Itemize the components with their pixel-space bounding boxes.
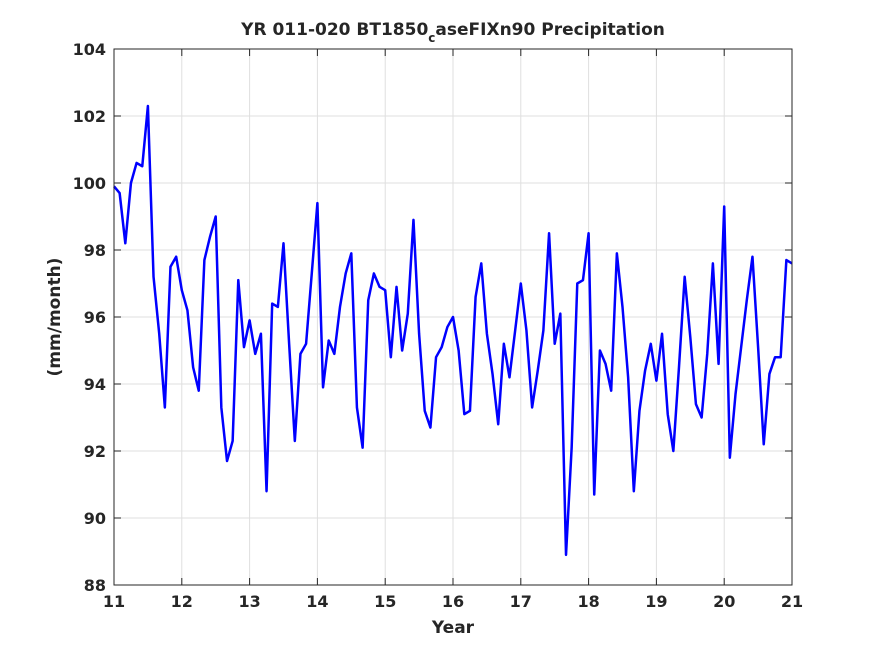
x-tick-label: 18: [577, 592, 599, 611]
chart-title-subscript: c: [428, 31, 435, 45]
ticks: [113, 48, 793, 586]
chart-title: YR 011-020 BT1850caseFIXn90 Precipitatio…: [240, 20, 665, 45]
y-tick-label: 98: [84, 241, 106, 260]
y-tick-label: 88: [84, 576, 106, 595]
x-tick-label: 15: [374, 592, 396, 611]
y-tick-label: 92: [84, 442, 106, 461]
x-tick-label: 14: [306, 592, 328, 611]
x-tick-label: 16: [442, 592, 464, 611]
series-layer: [113, 104, 793, 557]
y-tick-label: 96: [84, 308, 106, 327]
y-tick-label: 94: [84, 375, 106, 394]
y-axis-label: (mm/month): [45, 258, 65, 377]
y-tick-label: 102: [73, 107, 106, 126]
tick-labels: 11 12 13 14 15 16 17 18 19 20 21 88 90 92 94 96 98 100 102…: [73, 40, 804, 611]
y-tick-label: 100: [73, 174, 106, 193]
x-tick-label: 19: [645, 592, 667, 611]
x-tick-label: 20: [713, 592, 735, 611]
x-tick-label: 13: [238, 592, 260, 611]
precipitation-series-line: [113, 104, 793, 557]
x-tick-label: 17: [510, 592, 532, 611]
chart-title-prefix: YR 011-020 BT1850: [240, 20, 428, 40]
y-tick-label: 90: [84, 509, 106, 528]
chart-title-suffix: aseFIXn90 Precipitation: [435, 20, 664, 40]
x-tick-label: 21: [781, 592, 803, 611]
x-tick-label: 12: [171, 592, 193, 611]
x-axis-label: Year: [431, 618, 475, 638]
y-tick-label: 104: [73, 40, 106, 59]
x-tick-label: 11: [103, 592, 125, 611]
